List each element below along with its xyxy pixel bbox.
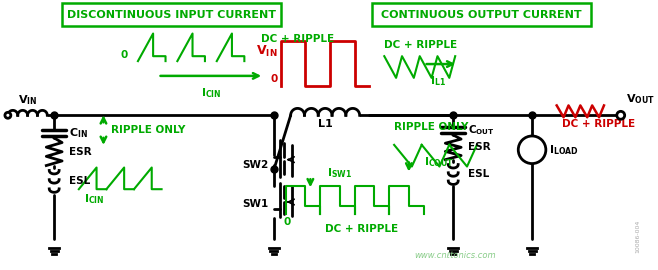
Text: DC + RIPPLE: DC + RIPPLE [325, 224, 398, 234]
Text: $\mathbf{I_{CIN}}$: $\mathbf{I_{CIN}}$ [84, 192, 105, 206]
Text: ESR: ESR [69, 147, 91, 157]
Text: $\mathbf{V_{OUT}}$: $\mathbf{V_{OUT}}$ [626, 93, 655, 106]
Text: $\mathbf{I_{COUT}}$: $\mathbf{I_{COUT}}$ [424, 155, 454, 168]
Text: DC + RIPPLE: DC + RIPPLE [261, 35, 334, 45]
Text: $\mathbf{V_{IN}}$: $\mathbf{V_{IN}}$ [18, 94, 38, 107]
FancyBboxPatch shape [62, 3, 281, 26]
Text: $\mathbf{C_{IN}}$: $\mathbf{C_{IN}}$ [69, 126, 88, 140]
Text: www.cnℓtonics.com: www.cnℓtonics.com [414, 251, 495, 260]
Text: SW2: SW2 [243, 160, 269, 170]
Text: ESL: ESL [468, 169, 490, 179]
Text: $\mathbf{I_{CIN}}$: $\mathbf{I_{CIN}}$ [201, 86, 221, 100]
FancyBboxPatch shape [372, 3, 591, 26]
Text: DISCONTINUOUS INPUT CURRENT: DISCONTINUOUS INPUT CURRENT [67, 10, 276, 20]
Text: 0: 0 [121, 50, 128, 60]
Text: $\mathbf{I_{SW1}}$: $\mathbf{I_{SW1}}$ [327, 166, 353, 180]
Text: 0: 0 [284, 217, 291, 227]
Text: ESL: ESL [69, 176, 90, 186]
Text: 10086-004: 10086-004 [636, 220, 640, 253]
Text: DC + RIPPLE: DC + RIPPLE [384, 40, 457, 50]
Circle shape [519, 136, 546, 164]
Text: DC + RIPPLE: DC + RIPPLE [562, 119, 635, 129]
Text: $\mathbf{I_{L1}}$: $\mathbf{I_{L1}}$ [430, 74, 447, 88]
Text: $\mathbf{C_{OUT}}$: $\mathbf{C_{OUT}}$ [468, 123, 495, 137]
Circle shape [5, 112, 11, 118]
Text: SW1: SW1 [243, 199, 269, 209]
Text: CONTINUOUS OUTPUT CURRENT: CONTINUOUS OUTPUT CURRENT [382, 10, 582, 20]
Circle shape [617, 111, 624, 119]
Text: L1: L1 [318, 119, 332, 129]
Text: $\mathbf{I_{LOAD}}$: $\mathbf{I_{LOAD}}$ [549, 143, 579, 157]
Text: RIPPLE ONLY: RIPPLE ONLY [394, 122, 468, 132]
Text: 0: 0 [270, 74, 278, 84]
Text: RIPPLE ONLY: RIPPLE ONLY [111, 125, 186, 135]
Text: $\mathbf{V_{IN}}$: $\mathbf{V_{IN}}$ [257, 44, 278, 59]
Text: ESR: ESR [468, 142, 491, 152]
